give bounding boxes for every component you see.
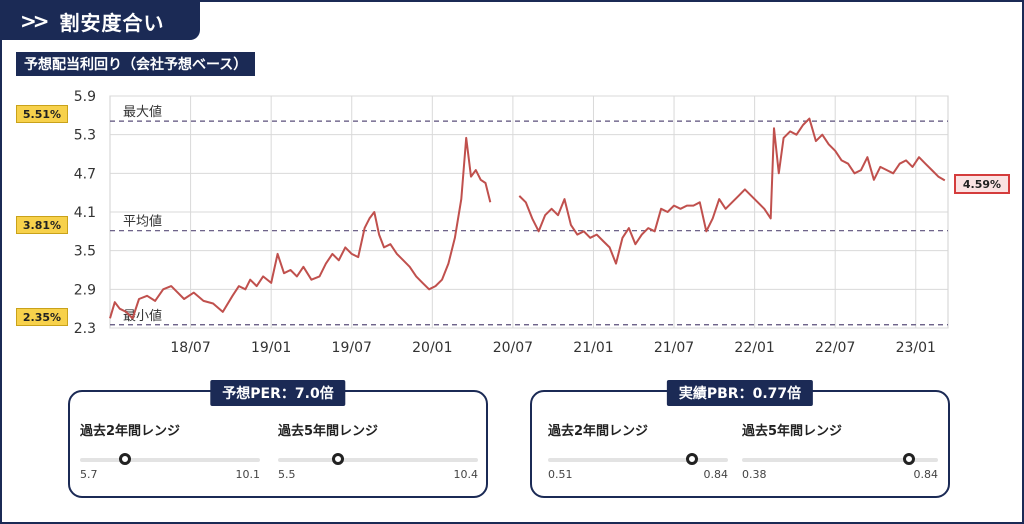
range-min: 0.51 bbox=[548, 468, 573, 481]
avg-badge: 3.81% bbox=[16, 216, 68, 234]
x-tick-label: 21/01 bbox=[573, 340, 613, 356]
range-track bbox=[80, 453, 260, 465]
range-label: 過去5年間レンジ bbox=[742, 424, 843, 439]
range-max: 10.4 bbox=[453, 468, 479, 481]
range-min: 0.38 bbox=[742, 468, 767, 481]
reference-line-label: 最小値 bbox=[123, 308, 162, 324]
y-tick-label: 4.1 bbox=[74, 205, 96, 221]
current-value-badge: 4.59% bbox=[954, 174, 1010, 194]
dividend-yield-chart: 5.9 5.3 4.7 4.1 3.5 2.9 2.3 18/07 19/01 19/07 20/0… bbox=[74, 89, 949, 356]
range-track bbox=[548, 453, 728, 465]
x-tick-label: 21/07 bbox=[654, 340, 694, 356]
range-track bbox=[278, 453, 478, 465]
chart-area: 5.9 5.3 4.7 4.1 3.5 2.9 2.3 18/07 19/01 19/07 20/0… bbox=[0, 80, 1024, 370]
pbr-panel: 実績PBR：0.77倍 過去2年間レンジ 0.51 0.84 過去5年間レンジ … bbox=[530, 380, 950, 498]
yield-series-line bbox=[518, 117, 946, 265]
range-marker bbox=[332, 453, 344, 465]
section-header: >> 割安度合い bbox=[2, 2, 200, 40]
x-tick-label: 19/01 bbox=[251, 340, 291, 356]
y-tick-label: 2.3 bbox=[74, 321, 96, 337]
y-tick-label: 4.7 bbox=[74, 166, 96, 182]
range-track bbox=[742, 453, 938, 465]
per-panel: 予想PER：7.0倍 過去2年間レンジ 5.7 10.1 過去5年間レンジ 5.… bbox=[68, 380, 488, 498]
per-panel-title: 予想PER：7.0倍 bbox=[210, 380, 346, 406]
x-tick-label: 23/01 bbox=[896, 340, 936, 356]
reference-line-label: 平均値 bbox=[123, 214, 162, 230]
range-marker bbox=[119, 453, 131, 465]
x-tick-label: 20/01 bbox=[412, 340, 452, 356]
per-range-2y: 過去2年間レンジ 5.7 10.1 bbox=[80, 420, 260, 481]
y-tick-label: 5.3 bbox=[74, 128, 96, 144]
x-tick-label: 18/07 bbox=[170, 340, 210, 356]
chart-subtitle: 予想配当利回り（会社予想ベース） bbox=[16, 52, 256, 76]
range-marker bbox=[686, 453, 698, 465]
reference-line-label: 最大値 bbox=[123, 104, 162, 120]
range-label: 過去2年間レンジ bbox=[548, 424, 649, 439]
range-max: 10.1 bbox=[235, 468, 261, 481]
range-max: 0.84 bbox=[703, 468, 729, 481]
section-title: 割安度合い bbox=[59, 10, 165, 35]
yield-series-line bbox=[109, 136, 492, 320]
pbr-panel-title: 実績PBR：0.77倍 bbox=[666, 380, 814, 406]
min-badge: 2.35% bbox=[16, 308, 68, 326]
x-tick-label: 20/07 bbox=[493, 340, 533, 356]
double-chevron-right-icon: >> bbox=[20, 9, 49, 33]
pbr-range-5y: 過去5年間レンジ 0.38 0.84 bbox=[742, 420, 938, 481]
max-badge: 5.51% bbox=[16, 105, 68, 123]
per-range-5y: 過去5年間レンジ 5.5 10.4 bbox=[278, 420, 478, 481]
range-label: 過去2年間レンジ bbox=[80, 424, 181, 439]
range-max: 0.84 bbox=[913, 468, 939, 481]
pbr-range-2y: 過去2年間レンジ 0.51 0.84 bbox=[548, 420, 728, 481]
range-marker bbox=[902, 453, 915, 465]
range-min: 5.7 bbox=[80, 468, 98, 481]
y-tick-label: 2.9 bbox=[74, 282, 96, 298]
x-tick-label: 19/07 bbox=[332, 340, 372, 356]
y-tick-label: 3.5 bbox=[74, 244, 96, 260]
range-min: 5.5 bbox=[278, 468, 296, 481]
y-tick-label: 5.9 bbox=[74, 89, 96, 105]
x-tick-label: 22/07 bbox=[815, 340, 855, 356]
range-label: 過去5年間レンジ bbox=[278, 424, 379, 439]
x-tick-label: 22/01 bbox=[734, 340, 774, 356]
